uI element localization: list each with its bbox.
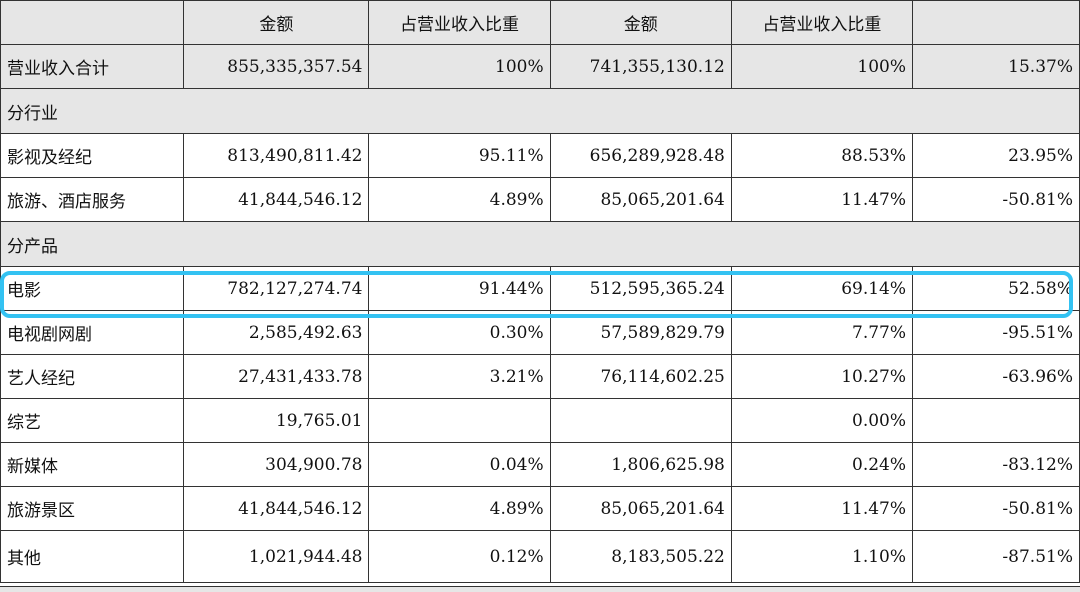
- yoy-change: -50.81%: [912, 486, 1080, 531]
- table-row: 旅游、酒店服务 41,844,546.12 4.89% 85,065,201.6…: [0, 177, 1080, 222]
- share-prior: 0.24%: [730, 442, 914, 487]
- share-current: 3.21%: [368, 354, 551, 399]
- table-row: 电视剧网剧 2,585,492.63 0.30% 57,589,829.79 7…: [0, 310, 1080, 355]
- header-amount-prior: 金额: [549, 0, 732, 45]
- amount-prior: 85,065,201.64: [549, 486, 732, 531]
- table-row-highlighted: 电影 782,127,274.74 91.44% 512,595,365.24 …: [0, 266, 1080, 311]
- share-current: 4.89%: [368, 486, 551, 531]
- row-label: 电影: [0, 266, 185, 311]
- yoy-change: [912, 398, 1080, 443]
- amount-current: 304,900.78: [183, 442, 370, 487]
- table-row: 新媒体 304,900.78 0.04% 1,806,625.98 0.24% …: [0, 442, 1080, 487]
- row-label: 艺人经纪: [0, 354, 185, 399]
- header-share-current: 占营业收入比重: [368, 0, 551, 45]
- row-label: 其他: [0, 530, 185, 583]
- amount-prior: 512,595,365.24: [549, 266, 732, 311]
- share-prior: 11.47%: [730, 177, 914, 222]
- amount-current: 855,335,357.54: [183, 44, 370, 89]
- header-cell-blank: [0, 0, 185, 45]
- table-row: 影视及经纪 813,490,811.42 95.11% 656,289,928.…: [0, 133, 1080, 178]
- yoy-change: -87.51%: [912, 530, 1080, 583]
- yoy-change: -50.81%: [912, 177, 1080, 222]
- amount-current: 1,021,944.48: [183, 530, 370, 583]
- amount-prior: 741,355,130.12: [549, 44, 732, 89]
- amount-current: 2,585,492.63: [183, 310, 370, 355]
- share-current: 95.11%: [368, 133, 551, 178]
- yoy-change: 15.37%: [912, 44, 1080, 89]
- yoy-change: -83.12%: [912, 442, 1080, 487]
- share-prior: 7.77%: [730, 310, 914, 355]
- section-label: 分行业: [0, 88, 1080, 134]
- table-row: 综艺 19,765.01 0.00%: [0, 398, 1080, 443]
- row-label: 影视及经纪: [0, 133, 185, 178]
- total-row: 营业收入合计 855,335,357.54 100% 741,355,130.1…: [0, 44, 1080, 89]
- amount-current: 27,431,433.78: [183, 354, 370, 399]
- share-prior: 1.10%: [730, 530, 914, 583]
- row-label: 旅游、酒店服务: [0, 177, 185, 222]
- yoy-change: 52.58%: [912, 266, 1080, 311]
- share-prior: 11.47%: [730, 486, 914, 531]
- amount-prior: 656,289,928.48: [549, 133, 732, 178]
- amount-current: 41,844,546.12: [183, 177, 370, 222]
- row-label: 新媒体: [0, 442, 185, 487]
- amount-prior: 76,114,602.25: [549, 354, 732, 399]
- share-current: 100%: [368, 44, 551, 89]
- header-change: [912, 0, 1080, 45]
- header-share-prior: 占营业收入比重: [730, 0, 914, 45]
- amount-prior: 57,589,829.79: [549, 310, 732, 355]
- header-amount-current: 金额: [183, 0, 370, 45]
- table-header-row: 金额 占营业收入比重 金额 占营业收入比重: [0, 0, 1080, 45]
- section-row-product: 分产品: [0, 221, 1080, 267]
- amount-prior: 1,806,625.98: [549, 442, 732, 487]
- yoy-change: -95.51%: [912, 310, 1080, 355]
- share-prior: 69.14%: [730, 266, 914, 311]
- yoy-change: -63.96%: [912, 354, 1080, 399]
- table-continuation-row: [0, 586, 1080, 592]
- amount-prior: 85,065,201.64: [549, 177, 732, 222]
- share-current: 91.44%: [368, 266, 551, 311]
- row-label: 综艺: [0, 398, 185, 443]
- amount-current: 813,490,811.42: [183, 133, 370, 178]
- section-label: 分产品: [0, 221, 1080, 267]
- share-current: 0.04%: [368, 442, 551, 487]
- row-label: 电视剧网剧: [0, 310, 185, 355]
- share-current: [368, 398, 551, 443]
- share-current: 0.30%: [368, 310, 551, 355]
- table-row: 旅游景区 41,844,546.12 4.89% 85,065,201.64 1…: [0, 486, 1080, 531]
- share-current: 4.89%: [368, 177, 551, 222]
- yoy-change: 23.95%: [912, 133, 1080, 178]
- share-prior: 100%: [730, 44, 914, 89]
- amount-current: 782,127,274.74: [183, 266, 370, 311]
- share-prior: 0.00%: [730, 398, 914, 443]
- amount-prior: 8,183,505.22: [549, 530, 732, 583]
- share-prior: 10.27%: [730, 354, 914, 399]
- share-current: 0.12%: [368, 530, 551, 583]
- row-label: 旅游景区: [0, 486, 185, 531]
- table-row: 艺人经纪 27,431,433.78 3.21% 76,114,602.25 1…: [0, 354, 1080, 399]
- amount-prior: [549, 398, 732, 443]
- row-label: 营业收入合计: [0, 44, 185, 89]
- table-row: 其他 1,021,944.48 0.12% 8,183,505.22 1.10%…: [0, 530, 1080, 583]
- amount-current: 41,844,546.12: [183, 486, 370, 531]
- amount-current: 19,765.01: [183, 398, 370, 443]
- section-row-industry: 分行业: [0, 88, 1080, 134]
- share-prior: 88.53%: [730, 133, 914, 178]
